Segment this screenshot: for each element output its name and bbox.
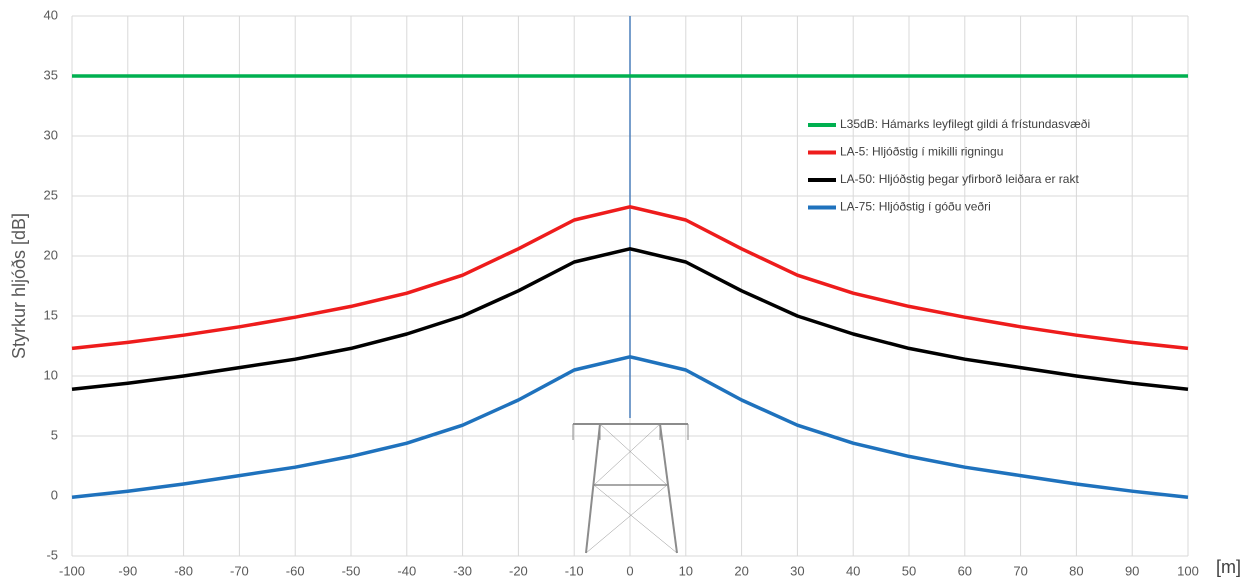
x-tick-label: 100 (1177, 563, 1199, 578)
x-tick-label: -30 (453, 563, 472, 578)
y-tick-label: 35 (44, 67, 58, 82)
x-tick-label: -100 (59, 563, 85, 578)
x-tick-label: 20 (734, 563, 748, 578)
x-tick-label: -50 (342, 563, 361, 578)
x-tick-label: 10 (679, 563, 693, 578)
series-line (71, 247, 1189, 391)
x-tick-label: -90 (118, 563, 137, 578)
x-tick-label: -70 (230, 563, 249, 578)
y-tick-label: 20 (44, 247, 58, 262)
y-tick-label: 0 (51, 487, 58, 502)
x-tick-label: 30 (790, 563, 804, 578)
y-tick-label: 40 (44, 7, 58, 22)
x-tick-label: -40 (397, 563, 416, 578)
x-tick-label: 60 (958, 563, 972, 578)
x-tick-label: 0 (626, 563, 633, 578)
series-line (71, 205, 1189, 351)
y-axis-label: Styrkur hljóðs [dB] (9, 213, 29, 359)
y-tick-label: 10 (44, 367, 58, 382)
x-tick-label: -10 (565, 563, 584, 578)
y-tick-label: 25 (44, 187, 58, 202)
x-tick-label: -20 (509, 563, 528, 578)
x-tick-label: -80 (174, 563, 193, 578)
legend-label: LA-75: Hljóðstig í góðu veðri (840, 200, 991, 214)
x-tick-label: 50 (902, 563, 916, 578)
y-tick-label: 5 (51, 427, 58, 442)
legend-label: LA-50: Hljóðstig þegar yfirborð leiðara … (840, 172, 1079, 186)
legend-label: L35dB: Hámarks leyfilegt gildi á frístun… (840, 117, 1090, 131)
y-tick-label: -5 (46, 547, 58, 562)
tower-illustration (572, 423, 689, 554)
series-line (71, 355, 1189, 499)
y-tick-label: 15 (44, 307, 58, 322)
x-tick-label: 70 (1013, 563, 1027, 578)
x-tick-label: 40 (846, 563, 860, 578)
x-axis-label: [m] (1216, 557, 1241, 577)
x-tick-label: 90 (1125, 563, 1139, 578)
x-tick-label: -60 (286, 563, 305, 578)
legend-label: LA-5: Hljóðstig í mikilli rigningu (840, 145, 1003, 159)
y-tick-label: 30 (44, 127, 58, 142)
x-tick-label: 80 (1069, 563, 1083, 578)
